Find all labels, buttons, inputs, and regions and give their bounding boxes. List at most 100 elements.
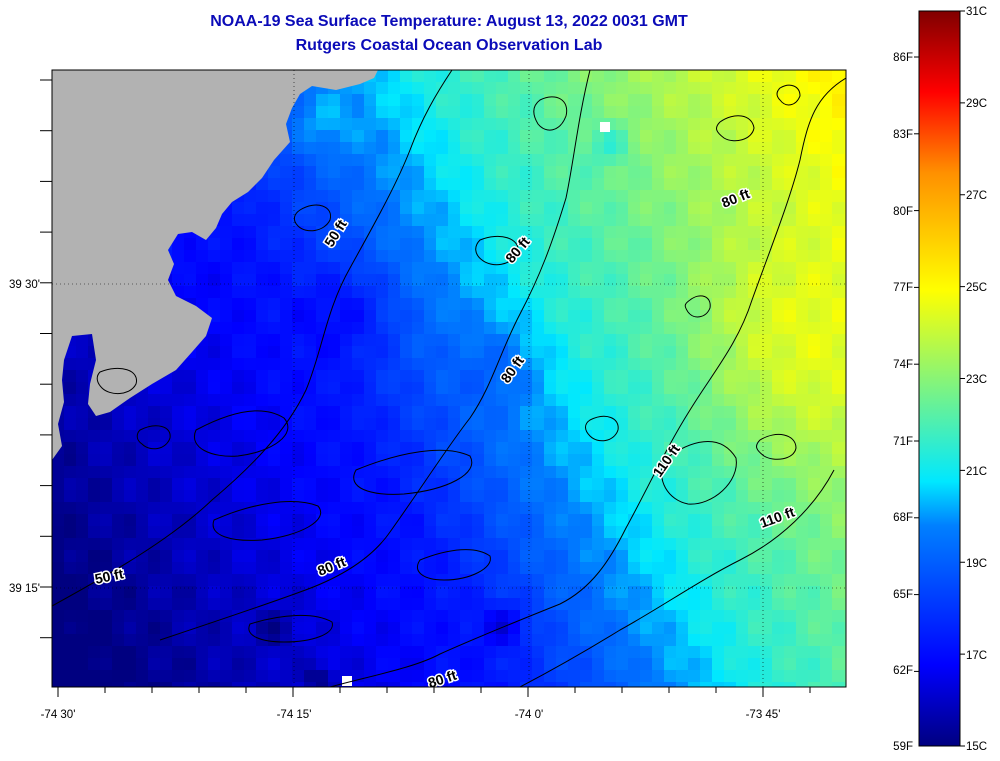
temperature-pixel [424, 346, 437, 359]
temperature-pixel [568, 550, 581, 563]
temperature-pixel [208, 454, 221, 467]
temperature-pixel [664, 550, 677, 563]
temperature-pixel [508, 622, 521, 635]
temperature-pixel [664, 526, 677, 539]
temperature-pixel [412, 454, 425, 467]
temperature-pixel [376, 586, 389, 599]
temperature-pixel [232, 622, 245, 635]
temperature-pixel [88, 442, 101, 455]
temperature-pixel [472, 502, 485, 515]
temperature-pixel [160, 442, 173, 455]
temperature-pixel [412, 310, 425, 323]
temperature-pixel [160, 658, 173, 671]
temperature-pixel [268, 250, 281, 263]
temperature-pixel [640, 310, 653, 323]
temperature-pixel [484, 94, 497, 107]
temperature-pixel [352, 550, 365, 563]
temperature-pixel [208, 442, 221, 455]
temperature-pixel [280, 550, 293, 563]
temperature-pixel [808, 370, 821, 383]
temperature-pixel [232, 322, 245, 335]
temperature-pixel [220, 586, 233, 599]
temperature-pixel [196, 526, 209, 539]
temperature-pixel [676, 574, 689, 587]
temperature-pixel [76, 358, 89, 371]
temperature-pixel [124, 406, 137, 419]
lon-label: -74 0' [515, 709, 543, 721]
temperature-pixel [400, 454, 413, 467]
temperature-pixel [664, 178, 677, 191]
temperature-pixel [400, 682, 413, 687]
temperature-pixel [844, 238, 846, 251]
temperature-pixel [748, 322, 761, 335]
temperature-pixel [640, 514, 653, 527]
temperature-pixel [592, 130, 605, 143]
temperature-pixel [664, 106, 677, 119]
temperature-pixel [628, 190, 641, 203]
temperature-pixel [736, 154, 749, 167]
temperature-pixel [844, 142, 846, 155]
temperature-pixel [616, 574, 629, 587]
temperature-pixel [556, 142, 569, 155]
temperature-pixel [568, 274, 581, 287]
temperature-pixel [712, 226, 725, 239]
temperature-pixel [712, 670, 725, 683]
celsius-label: 31C [966, 6, 987, 18]
temperature-pixel [256, 382, 269, 395]
temperature-pixel [472, 226, 485, 239]
temperature-pixel [196, 346, 209, 359]
temperature-pixel [676, 562, 689, 575]
temperature-pixel [100, 622, 113, 635]
temperature-pixel [388, 298, 401, 311]
temperature-pixel [628, 166, 641, 179]
temperature-pixel [544, 430, 557, 443]
temperature-pixel [736, 286, 749, 299]
temperature-pixel [424, 658, 437, 671]
temperature-pixel [532, 406, 545, 419]
temperature-pixel [76, 334, 89, 347]
temperature-pixel [544, 610, 557, 623]
temperature-pixel [496, 178, 509, 191]
temperature-pixel [832, 370, 845, 383]
temperature-pixel [808, 202, 821, 215]
temperature-pixel [460, 310, 473, 323]
temperature-pixel [316, 478, 329, 491]
temperature-pixel [832, 466, 845, 479]
temperature-pixel [184, 670, 197, 683]
temperature-pixel [616, 442, 629, 455]
temperature-pixel [316, 454, 329, 467]
temperature-pixel [148, 586, 161, 599]
temperature-pixel [604, 682, 617, 687]
temperature-pixel [712, 454, 725, 467]
temperature-pixel [688, 394, 701, 407]
temperature-pixel [844, 346, 846, 359]
temperature-pixel [808, 178, 821, 191]
temperature-pixel [292, 502, 305, 515]
temperature-pixel [100, 682, 113, 687]
temperature-pixel [556, 130, 569, 143]
temperature-pixel [136, 646, 149, 659]
temperature-pixel [748, 94, 761, 107]
temperature-pixel [508, 418, 521, 431]
temperature-pixel [784, 262, 797, 275]
temperature-pixel [808, 514, 821, 527]
temperature-pixel [196, 274, 209, 287]
temperature-pixel [280, 646, 293, 659]
temperature-pixel [664, 538, 677, 551]
temperature-pixel [88, 586, 101, 599]
temperature-pixel [460, 70, 473, 83]
temperature-pixel [172, 250, 185, 263]
temperature-pixel [616, 406, 629, 419]
temperature-pixel [712, 250, 725, 263]
temperature-pixel [196, 574, 209, 587]
temperature-pixel [172, 490, 185, 503]
temperature-pixel [268, 514, 281, 527]
temperature-pixel [352, 538, 365, 551]
temperature-pixel [628, 334, 641, 347]
temperature-pixel [568, 202, 581, 215]
temperature-pixel [748, 598, 761, 611]
temperature-pixel [64, 394, 77, 407]
temperature-pixel [664, 370, 677, 383]
temperature-pixel [616, 118, 629, 131]
temperature-pixel [664, 250, 677, 263]
